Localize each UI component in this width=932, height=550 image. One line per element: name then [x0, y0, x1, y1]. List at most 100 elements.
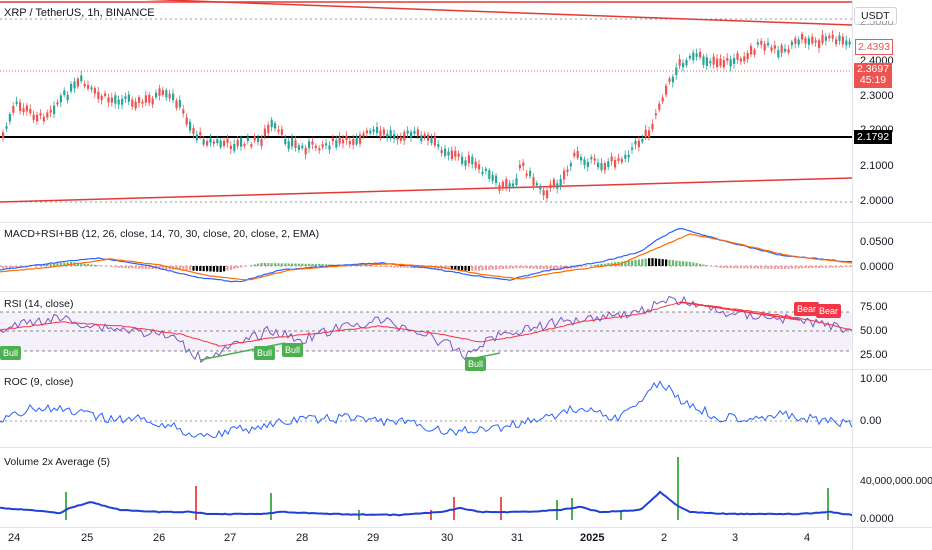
macd-histogram-bar: [430, 266, 433, 269]
macd-histogram-bar: [804, 266, 807, 269]
roc-axis[interactable]: 10.00 0.00: [852, 369, 932, 447]
macd-histogram-bar: [185, 266, 188, 271]
candle-body: [287, 141, 290, 149]
macd-histogram-bar: [760, 266, 763, 269]
candle-body: [270, 119, 273, 128]
rsi-bear-divergence-line: [679, 301, 801, 321]
candle-body: [610, 156, 613, 162]
candle-body: [2, 132, 5, 139]
rsi-legend[interactable]: RSI (14, close): [4, 298, 74, 310]
candle-body: [212, 141, 215, 144]
candle-body: [627, 154, 630, 158]
candle-body: [702, 56, 705, 65]
macd-histogram-bar: [240, 266, 243, 268]
macd-histogram-bar: [134, 266, 137, 269]
candle-body: [478, 164, 481, 170]
candle-body: [56, 102, 59, 105]
candle-body: [716, 58, 719, 68]
macd-legend[interactable]: MACD+RSI+BB (12, 26, close, 14, 70, 30, …: [4, 228, 320, 240]
macd-histogram-bar: [478, 266, 481, 271]
rsi-bull-divergence-line: [199, 342, 286, 361]
candle-body: [760, 40, 763, 45]
macd-histogram-bar: [484, 266, 487, 271]
candle-body: [688, 55, 691, 59]
candle-body: [335, 140, 338, 148]
symbol-title[interactable]: XRP / TetherUS, 1h, BINANCE: [4, 7, 155, 19]
macd-histogram-bar: [87, 264, 90, 266]
candle-body: [777, 49, 780, 58]
currency-label[interactable]: USDT: [854, 7, 897, 25]
candle-body: [100, 96, 103, 100]
macd-histogram-bar: [325, 264, 328, 266]
chart-canvas[interactable]: [0, 0, 852, 530]
macd-histogram-bar: [733, 266, 736, 269]
candle-body: [46, 112, 49, 118]
macd-histogram-bar: [127, 266, 130, 269]
pane-separator[interactable]: [0, 447, 932, 448]
rsi-axis[interactable]: 75.00 50.00 25.00: [852, 291, 932, 369]
candle-body: [70, 83, 73, 92]
candle-body: [750, 46, 753, 55]
macd-histogram-bar: [294, 263, 297, 266]
macd-histogram-bar: [807, 266, 810, 269]
candle-body: [355, 137, 358, 145]
candle-body: [93, 88, 96, 94]
volume-axis[interactable]: 40,000,000.0000 0.0000: [852, 447, 932, 527]
macd-histogram-bar: [763, 266, 766, 269]
candle-body: [127, 94, 130, 102]
macd-histogram-bar: [532, 266, 535, 269]
pane-separator[interactable]: [0, 222, 932, 223]
candle-body: [410, 131, 413, 138]
candle-body: [736, 53, 739, 60]
macd-histogram-bar: [814, 266, 817, 269]
pane-separator[interactable]: [0, 291, 932, 292]
candlestick-series: [2, 29, 851, 202]
macd-histogram-bar: [552, 266, 555, 270]
macd-histogram-bar: [845, 266, 848, 268]
roc-legend[interactable]: ROC (9, close): [4, 376, 74, 388]
macd-histogram-bar: [654, 258, 657, 266]
macd-histogram-bar: [787, 266, 790, 269]
candle-body: [546, 190, 549, 199]
candle-body: [726, 57, 729, 61]
macd-histogram-bar: [508, 266, 511, 269]
candle-body: [505, 179, 508, 188]
candle-body: [8, 114, 11, 122]
macd-histogram-bar: [790, 266, 793, 269]
candle-body: [678, 59, 681, 66]
macd-histogram-bar: [481, 266, 484, 271]
candle-body: [437, 144, 440, 147]
macd-histogram-bar: [597, 264, 600, 266]
candle-body: [161, 90, 164, 95]
candle-body: [576, 151, 579, 158]
upper-trend-line[interactable]: [0, 0, 852, 26]
candle-body: [848, 41, 851, 45]
candle-body: [223, 140, 226, 147]
volume-legend[interactable]: Volume 2x Average (5): [4, 456, 111, 468]
candle-body: [321, 144, 324, 148]
candle-body: [376, 126, 379, 134]
macd-histogram-bar: [471, 266, 474, 271]
candle-body: [495, 175, 498, 184]
macd-histogram-bar: [5, 266, 8, 269]
macd-histogram-bar: [794, 266, 797, 269]
macd-histogram-bar: [603, 263, 606, 266]
candle-body: [597, 162, 600, 168]
macd-histogram-bar: [739, 266, 742, 269]
macd-axis[interactable]: 0.0500 0.0000: [852, 222, 932, 291]
candle-body: [420, 135, 423, 142]
price-axis[interactable]: USDT 2.5000 2.4000 2.3000 2.2000 2.1000 …: [852, 0, 932, 222]
candle-body: [729, 59, 732, 67]
macd-histogram-bar: [287, 263, 290, 266]
bid-price-value: 2.3697: [856, 63, 890, 75]
macd-histogram-bar: [702, 264, 705, 266]
candle-body: [331, 138, 334, 142]
candle-body: [753, 49, 756, 55]
candle-body: [818, 40, 821, 48]
candle-body: [773, 45, 776, 49]
macd-histogram-bar: [777, 266, 780, 269]
candle-body: [352, 138, 355, 145]
macd-histogram-bar: [682, 261, 685, 266]
candle-body: [274, 123, 277, 129]
lower-trend-line[interactable]: [0, 177, 852, 203]
